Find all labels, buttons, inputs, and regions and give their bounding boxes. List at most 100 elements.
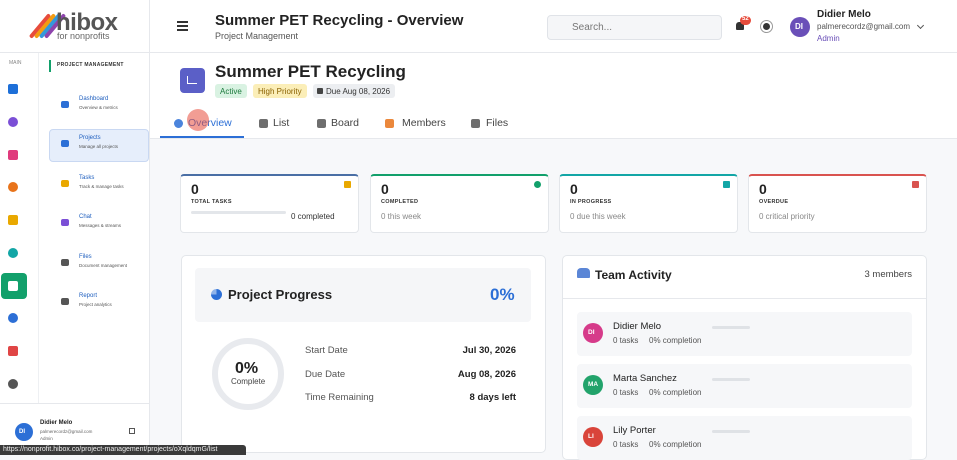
page-title: Summer PET Recycling - Overview bbox=[215, 12, 464, 29]
progress-percent: 0% bbox=[490, 285, 515, 304]
member-avatar bbox=[583, 375, 603, 395]
progress-row-label: Time Remaining bbox=[305, 392, 374, 403]
search-placeholder: Search... bbox=[572, 22, 613, 33]
progress-icon bbox=[211, 289, 222, 300]
member-completion: 0% completion bbox=[649, 336, 702, 345]
due-badge bbox=[313, 84, 395, 98]
member-avatar bbox=[583, 427, 603, 447]
due-text: Due Aug 08, 2026 bbox=[326, 87, 391, 96]
status-bar bbox=[0, 445, 246, 455]
ring-value: 0% bbox=[235, 360, 259, 377]
stat-value: 0 bbox=[570, 181, 578, 197]
member-row bbox=[577, 312, 912, 356]
rail-icon[interactable] bbox=[8, 215, 18, 225]
stat-icon bbox=[534, 181, 541, 188]
sidebar-user-email: palmerecordz@gmail.com bbox=[40, 429, 93, 434]
team-icon bbox=[577, 268, 590, 278]
rail-icon[interactable] bbox=[8, 346, 18, 356]
menu-button[interactable] bbox=[177, 21, 188, 32]
stat-value: 0 bbox=[759, 181, 767, 197]
status-text: Active bbox=[220, 87, 242, 96]
nav-subtitle: Overview & metrics bbox=[79, 105, 118, 110]
rail-icon[interactable] bbox=[8, 313, 18, 323]
nav-icon bbox=[61, 258, 69, 266]
rail-icon[interactable] bbox=[8, 84, 18, 94]
bell-icon[interactable] bbox=[736, 22, 744, 30]
progress-ring bbox=[212, 338, 284, 410]
progress-row-value: Jul 30, 2026 bbox=[462, 345, 516, 356]
menu-line bbox=[177, 29, 188, 31]
section-marker bbox=[49, 60, 51, 72]
tab-icon bbox=[317, 119, 326, 128]
tab-icon bbox=[174, 119, 183, 128]
member-progress bbox=[712, 378, 750, 381]
stat-card bbox=[370, 174, 549, 233]
nav-title: Files bbox=[79, 253, 92, 260]
stat-value: 0 bbox=[381, 181, 389, 197]
rail-icon[interactable] bbox=[8, 379, 18, 389]
stat-card bbox=[180, 174, 359, 233]
stat-note: 0 this week bbox=[381, 212, 422, 221]
stat-note: 0 due this week bbox=[570, 212, 626, 221]
rail-icon[interactable] bbox=[8, 281, 18, 291]
theme-toggle[interactable] bbox=[763, 23, 770, 30]
rail-icon[interactable] bbox=[8, 150, 18, 160]
stat-label: TOTAL TASKS bbox=[191, 199, 232, 205]
stat-value: 0 bbox=[191, 181, 199, 197]
header-bar bbox=[0, 0, 957, 53]
nav-title: Tasks bbox=[79, 174, 95, 181]
member-row bbox=[577, 364, 912, 408]
tab-hover bbox=[187, 109, 209, 131]
nav-subtitle: Manage all projects bbox=[79, 144, 119, 150]
member-completion: 0% completion bbox=[649, 388, 702, 397]
tab-label: Board bbox=[331, 117, 360, 129]
member-tasks: 0 tasks bbox=[613, 336, 639, 345]
status-url: https://nonprofit.hibox.co/project-manag… bbox=[3, 446, 218, 453]
priority-badge bbox=[253, 84, 307, 98]
notification-count: 52 bbox=[742, 16, 749, 22]
progress-title: Project Progress bbox=[228, 287, 333, 302]
logo-name: hibox bbox=[56, 9, 118, 36]
member-name: Marta Sanchez bbox=[613, 373, 677, 384]
stat-icon bbox=[912, 181, 919, 188]
rail-icon[interactable] bbox=[8, 248, 18, 258]
stat-card bbox=[559, 174, 738, 233]
tab-active-underline bbox=[160, 136, 244, 138]
stat-label: COMPLETED bbox=[381, 199, 419, 205]
search-box[interactable] bbox=[547, 15, 722, 40]
rail-icon[interactable] bbox=[8, 117, 18, 127]
header-avatar[interactable] bbox=[790, 17, 810, 37]
nav-title: Report bbox=[79, 293, 98, 299]
nav-title: Dashboard bbox=[79, 96, 109, 102]
rail-icon[interactable] bbox=[8, 182, 18, 192]
progress-row-value: Aug 08, 2026 bbox=[457, 368, 516, 380]
menu-line bbox=[177, 21, 188, 23]
sidebar-avatar bbox=[15, 423, 33, 441]
sidebar-section: PROJECT MANAGEMENT bbox=[57, 62, 124, 68]
sidebar-user-role: Admin bbox=[40, 436, 53, 441]
nav-icon bbox=[61, 219, 69, 227]
external-link[interactable] bbox=[129, 428, 135, 434]
stat-note: 0 critical priority bbox=[759, 212, 815, 221]
logo-divider bbox=[149, 0, 150, 53]
project-name: Summer PET Recycling bbox=[215, 62, 406, 81]
progress-row-value: 8 days left bbox=[469, 392, 516, 403]
priority-text: High Priority bbox=[258, 87, 302, 96]
member-name: Didier Melo bbox=[613, 321, 662, 332]
status-badge bbox=[215, 84, 247, 98]
stat-icon bbox=[723, 181, 730, 188]
rail-divider bbox=[38, 53, 39, 403]
member-row bbox=[577, 416, 912, 460]
stat-card bbox=[748, 174, 927, 233]
tab-label: Files bbox=[486, 117, 509, 129]
due-icon bbox=[317, 88, 323, 94]
nav-icon bbox=[61, 179, 69, 187]
project-icon-line bbox=[187, 76, 197, 84]
logo-tagline: for nonprofits bbox=[57, 31, 110, 41]
tab-label: Members bbox=[402, 117, 446, 129]
tab-icon bbox=[471, 119, 480, 128]
progress-row-label: Start Date bbox=[305, 345, 348, 356]
stat-label: OVERDUE bbox=[759, 199, 789, 205]
sidebar bbox=[0, 53, 150, 455]
